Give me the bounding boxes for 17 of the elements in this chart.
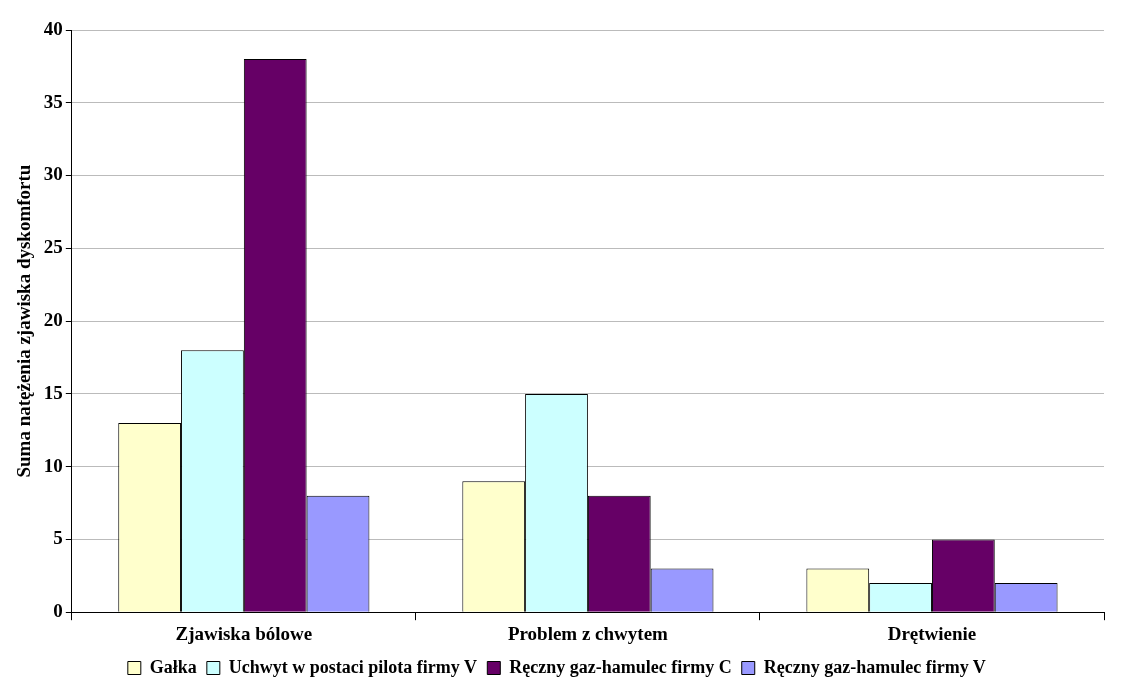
y-tick-label: 0 [53,600,63,622]
y-tick-label: 10 [43,454,63,476]
y-tick-label: 5 [53,527,63,549]
y-tick-label: 20 [43,309,63,331]
y-tick-label: 25 [43,236,63,258]
y-axis-title: Suma natężenia zjawiska dyskomfortu [13,164,35,478]
legend-label: Ręczny gaz-hamulec firmy V [763,656,986,677]
legend-label: Gałka [149,656,197,677]
y-tick-label: 30 [43,163,63,185]
x-tick-label: Drętwienie [887,622,977,644]
y-tick-label: 35 [43,90,63,112]
y-tick-label: 15 [43,381,63,403]
x-tick-label: Problem z chwytem [507,622,669,644]
legend-label: Uchwyt w postaci pilota firmy V [228,656,477,677]
legend-label: Ręczny gaz-hamulec firmy C [509,656,732,677]
y-tick-label: 40 [43,17,63,39]
x-tick-label: Zjawiska bólowe [175,622,313,644]
